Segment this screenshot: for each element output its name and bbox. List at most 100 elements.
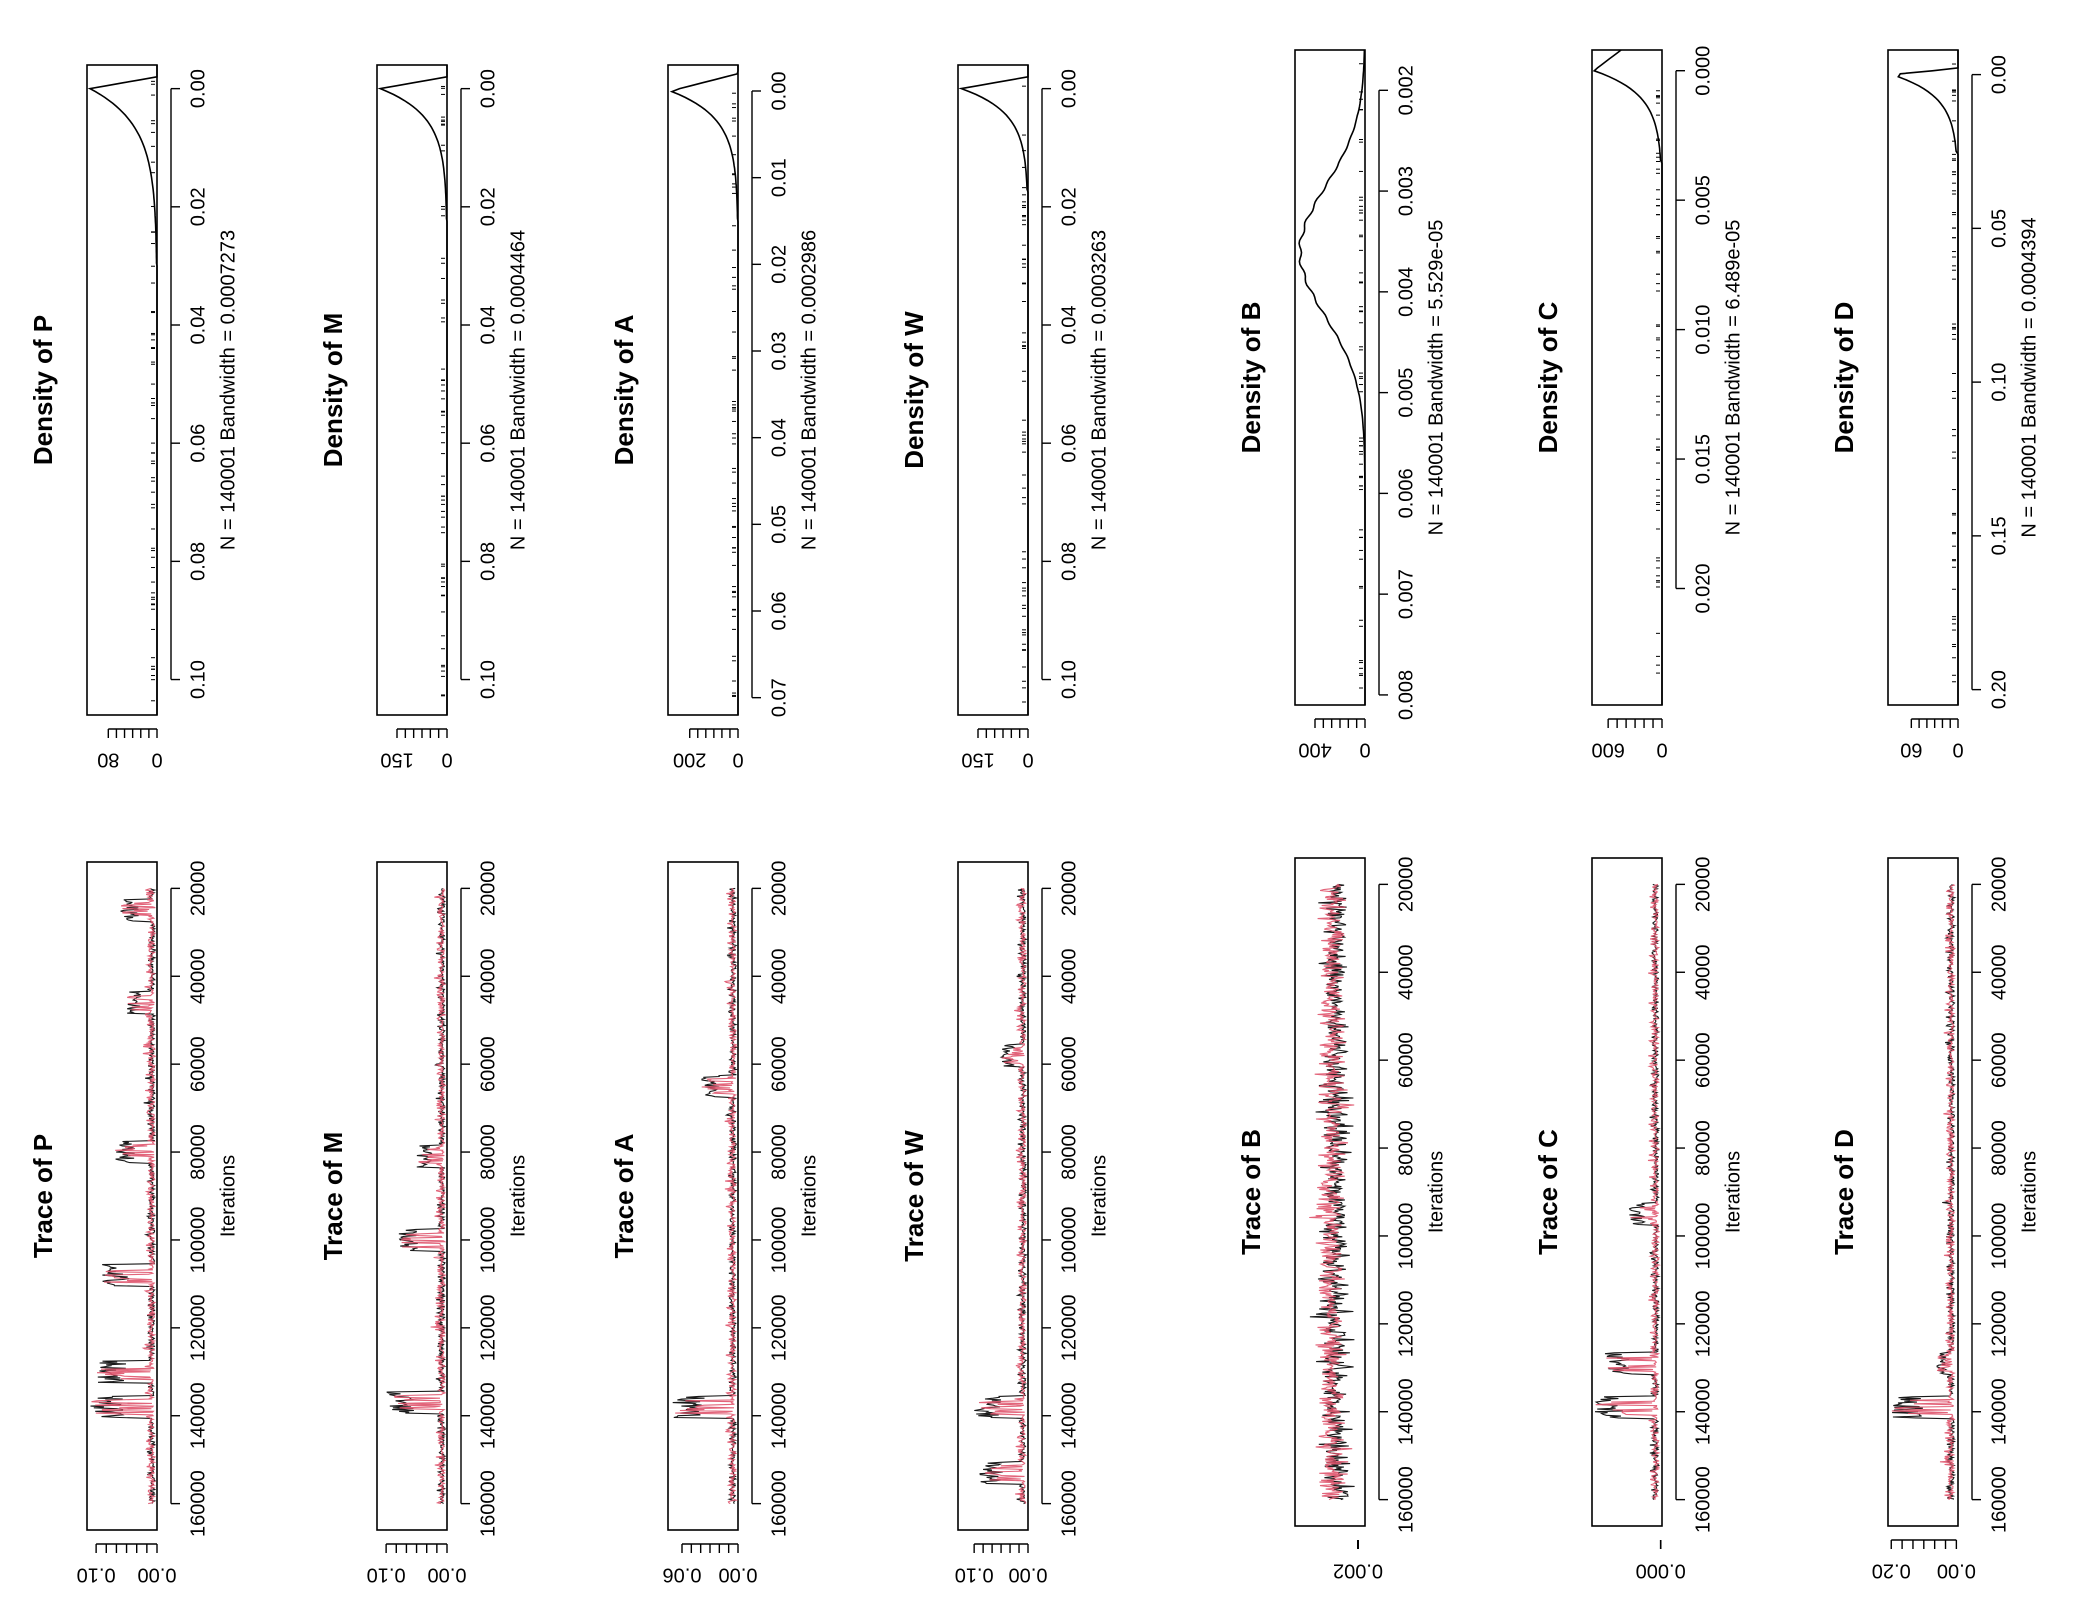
position-tick-label: 80000 — [187, 1124, 209, 1180]
trace-series-chain-1 — [90, 888, 157, 1504]
position-tick-label: 140000 — [768, 1382, 790, 1449]
position-tick-label: 0.000 — [1692, 46, 1714, 96]
position-tick-label: 80000 — [1988, 1120, 2010, 1176]
position-tick-label: 0.06 — [187, 424, 209, 463]
panel-title: Density of A — [609, 314, 639, 465]
position-tick-label: 100000 — [1692, 1203, 1714, 1270]
value-tick-label: 0.00 — [719, 1564, 758, 1586]
value-tick-label: 0.00 — [138, 1564, 177, 1586]
value-tick-label: 0 — [1656, 739, 1667, 761]
panel-title: Density of B — [1236, 302, 1266, 454]
position-tick-label: 0.00 — [1988, 55, 2010, 94]
panel-xlabel: Iterations — [1722, 1151, 1744, 1233]
density-curve — [958, 65, 1029, 715]
position-tick-label: 40000 — [1395, 944, 1417, 1000]
position-tick-label: 20000 — [1395, 857, 1417, 913]
density-curve — [669, 65, 739, 715]
position-tick-label: 60000 — [1058, 1036, 1080, 1092]
panel-frame — [86, 861, 158, 1531]
value-tick-label: 0.10 — [77, 1564, 116, 1586]
position-tick-label: 80000 — [1058, 1124, 1080, 1180]
position-tick-label: 60000 — [1692, 1032, 1714, 1088]
trace-series-chain-2 — [1891, 883, 1957, 1501]
position-tick-label: 0.008 — [1395, 670, 1417, 720]
position-tick-label: 0.08 — [1058, 542, 1080, 581]
value-tick-label: 0 — [732, 749, 743, 771]
panel-frame — [86, 64, 158, 716]
trace-series-chain-2 — [1309, 883, 1355, 1501]
position-tick-label: 0.10 — [1058, 660, 1080, 699]
value-tick-label: 0.00 — [1937, 1560, 1976, 1582]
value-tick-label: 0.00 — [428, 1564, 467, 1586]
trace-series-chain-1 — [1309, 883, 1355, 1501]
position-tick-label: 100000 — [1395, 1203, 1417, 1270]
panel-frame — [1887, 49, 1959, 706]
density-panel-d: 0 60 0.00 0.05 0.10 0.15 0.20 Density of D N = 1… — [1829, 49, 2040, 761]
position-tick-label: 0.10 — [477, 660, 499, 699]
position-tick-label: 0.007 — [1395, 569, 1417, 619]
position-tick-label: 0.04 — [477, 306, 499, 345]
position-tick-label: 80000 — [477, 1124, 499, 1180]
value-tick-label: 0 — [441, 749, 452, 771]
position-tick-label: 0.00 — [187, 69, 209, 108]
panel-title: Trace of A — [609, 1133, 639, 1258]
panel-xlabel: N = 140001 Bandwidth = 0.0002986 — [798, 230, 820, 550]
position-tick-label: 160000 — [1692, 1466, 1714, 1533]
panel-frame — [1294, 857, 1366, 1527]
position-tick-label: 20000 — [768, 861, 790, 917]
density-panel-a: 0 200 0.00 0.01 0.02 0.03 0.04 0.05 0.06 0.07 Dens… — [609, 64, 820, 771]
density-curve — [1298, 49, 1366, 705]
position-tick-label: 0.05 — [768, 505, 790, 544]
position-tick-label: 80000 — [1692, 1120, 1714, 1176]
value-tick-label: 0.002 — [1333, 1560, 1383, 1582]
density-panel-w: 0 150 0.00 0.02 0.04 0.06 0.08 0.10 Density of W… — [899, 64, 1110, 771]
position-tick-label: 0.00 — [768, 72, 790, 111]
trace-series-chain-2 — [91, 887, 157, 1505]
density-panel-p: 0 80 0.00 0.02 0.04 0.06 0.08 0.10 Density of P N… — [28, 64, 239, 771]
position-tick-label: 0.04 — [187, 306, 209, 345]
position-tick-label: 60000 — [768, 1036, 790, 1092]
position-tick-label: 20000 — [1692, 857, 1714, 913]
trace-panel-m: 0.00 0.10 20000 40000 60000 80000 100000 120000… — [318, 861, 529, 1586]
position-tick-label: 0.005 — [1692, 175, 1714, 225]
position-tick-label: 0.02 — [187, 187, 209, 226]
position-tick-label: 100000 — [187, 1207, 209, 1274]
panel-frame — [1591, 49, 1663, 706]
value-tick-label: 200 — [673, 749, 706, 771]
position-tick-label: 0.08 — [187, 542, 209, 581]
value-tick-label: 0.20 — [1872, 1560, 1911, 1582]
position-tick-label: 120000 — [768, 1294, 790, 1361]
position-tick-label: 140000 — [187, 1382, 209, 1449]
density-panel-b: 0 400 0.002 0.003 0.004 0.005 0.006 0.007 0.008 D… — [1236, 49, 1447, 761]
position-tick-label: 0.005 — [1395, 368, 1417, 418]
position-tick-label: 0.10 — [1988, 363, 2010, 402]
position-tick-label: 20000 — [477, 861, 499, 917]
position-tick-label: 60000 — [187, 1036, 209, 1092]
trace-panel-d: 0.00 0.20 20000 40000 60000 80000 100000 120000… — [1829, 857, 2040, 1582]
panel-xlabel: N = 140001 Bandwidth = 5.529e-05 — [1425, 220, 1447, 536]
position-tick-label: 0.04 — [768, 418, 790, 457]
position-tick-label: 40000 — [187, 948, 209, 1004]
position-tick-label: 160000 — [768, 1470, 790, 1537]
position-tick-label: 0.003 — [1395, 166, 1417, 216]
density-panel-m: 0 150 0.00 0.02 0.04 0.06 0.08 0.10 Density of M… — [318, 64, 529, 771]
trace-series-chain-2 — [393, 888, 448, 1505]
panel-title: Density of P — [28, 315, 58, 465]
position-tick-label: 120000 — [1395, 1290, 1417, 1357]
position-tick-label: 0.08 — [477, 542, 499, 581]
position-tick-label: 0.00 — [1058, 69, 1080, 108]
position-tick-label: 0.02 — [1058, 187, 1080, 226]
position-tick-label: 0.15 — [1988, 516, 2010, 555]
trace-series-chain-2 — [1595, 883, 1662, 1501]
position-tick-label: 0.015 — [1692, 434, 1714, 484]
panel-frame — [376, 861, 448, 1531]
position-tick-label: 100000 — [1058, 1207, 1080, 1274]
trace-series-chain-1 — [1594, 883, 1661, 1501]
value-tick-label: 0.06 — [663, 1564, 702, 1586]
density-curve — [377, 65, 448, 715]
value-tick-label: 80 — [97, 749, 119, 771]
panel-frame — [667, 861, 739, 1531]
position-tick-label: 0.05 — [1988, 209, 2010, 248]
position-tick-label: 40000 — [1692, 944, 1714, 1000]
